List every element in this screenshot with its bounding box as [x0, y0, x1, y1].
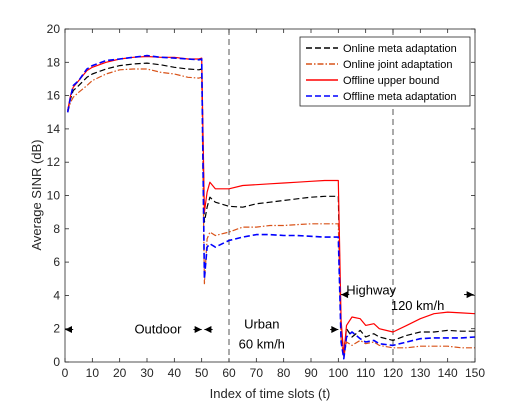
x-tick-label: 150 — [465, 366, 485, 380]
x-tick-label: 10 — [86, 366, 100, 380]
x-axis-label: Index of time slots (t) — [210, 386, 331, 401]
x-tick-label: 90 — [304, 366, 318, 380]
y-tick-label: 0 — [53, 355, 60, 369]
y-tick-label: 2 — [53, 322, 60, 336]
x-tick-label: 60 — [222, 366, 236, 380]
x-tick-label: 120 — [383, 366, 403, 380]
y-tick-label: 16 — [47, 89, 61, 103]
annotation-arrow-head — [341, 291, 349, 299]
legend-label: Offline upper bound — [343, 75, 439, 87]
x-tick-label: 140 — [438, 366, 458, 380]
series-line-1 — [67, 62, 475, 353]
annotation-label: 60 km/h — [239, 337, 285, 352]
x-tick-label: 50 — [195, 366, 209, 380]
annotation-arrows — [65, 291, 474, 334]
x-tick-label: 130 — [410, 366, 430, 380]
legend-label: Online meta adaptation — [343, 43, 457, 55]
y-tick-label: 8 — [53, 222, 60, 236]
x-tick-label: 70 — [250, 366, 264, 380]
y-tick-label: 14 — [47, 122, 61, 136]
y-tick-label: 10 — [47, 189, 61, 203]
annotation-label: 120 km/h — [391, 298, 444, 313]
x-tick-label: 0 — [62, 366, 69, 380]
x-tick-label: 100 — [328, 366, 348, 380]
y-tick-label: 6 — [53, 255, 60, 269]
legend-label: Online joint adaptation — [343, 59, 452, 71]
y-axis-label: Average SINR (dB) — [29, 139, 44, 250]
x-tick-label: 110 — [356, 366, 375, 380]
y-axis-ticks: 0 2 4 6 8 10 12 14 16 18 20 — [47, 22, 475, 369]
legend: Online meta adaptation Online joint adapt… — [299, 36, 471, 107]
annotation-arrow-head — [331, 326, 339, 334]
x-tick-label: 30 — [140, 366, 154, 380]
annotation-arrow-head — [194, 326, 202, 334]
y-tick-label: 20 — [47, 22, 61, 36]
legend-label: Offline meta adaptation — [343, 91, 457, 103]
y-tick-label: 18 — [47, 55, 61, 69]
series-line-4 — [66, 54, 476, 360]
y-tick-label: 12 — [47, 155, 61, 169]
x-tick-label: 20 — [113, 366, 127, 380]
annotation-label: Highway — [346, 282, 396, 297]
annotation-arrow-head — [466, 291, 474, 299]
y-tick-label: 4 — [53, 288, 60, 302]
annotation-arrow-head — [204, 326, 212, 334]
x-tick-label: 80 — [277, 366, 291, 380]
x-axis-ticks: 0 10 20 30 40 50 60 70 80 90 100 110 120 130 140 150 — [62, 29, 485, 380]
x-tick-label: 40 — [168, 366, 182, 380]
annotation-label: Outdoor — [134, 322, 182, 337]
data-series — [66, 54, 476, 360]
annotation-arrow-head — [65, 326, 72, 334]
series-line-2 — [67, 68, 475, 358]
annotation-label: Urban — [244, 317, 279, 332]
